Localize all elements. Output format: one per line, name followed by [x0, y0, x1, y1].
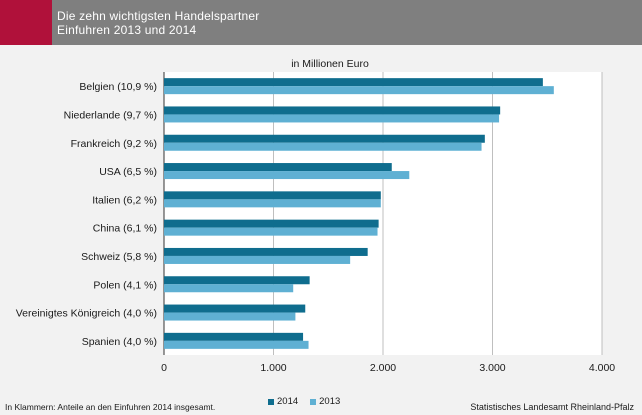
bar-2014	[164, 78, 543, 87]
bar-2013	[164, 86, 554, 95]
x-tick-label: 1.000	[260, 362, 286, 374]
bar-2013	[164, 284, 294, 293]
bar-2014	[164, 163, 392, 172]
header-accent	[0, 0, 52, 45]
bar-2014	[164, 219, 379, 228]
unit-label: in Millionen Euro	[291, 58, 369, 70]
category-label: Niederlande (9,7 %)	[64, 109, 157, 121]
legend-item-2013: 2013	[310, 396, 340, 407]
category-label: Frankreich (9,2 %)	[71, 138, 157, 150]
header-bar: Die zehn wichtigsten Handelspartner Einf…	[0, 0, 642, 45]
category-label: USA (6,5 %)	[99, 166, 157, 178]
bar-2013	[164, 171, 410, 180]
category-label: Spanien (4,0 %)	[82, 336, 157, 348]
bar-2014	[164, 134, 485, 143]
source-credit: Statistisches Landesamt Rheinland-Pfalz	[470, 402, 634, 412]
legend-swatch-2013	[310, 398, 317, 405]
category-label: Italien (6,2 %)	[92, 194, 157, 206]
bar-2014	[164, 247, 368, 256]
bar-2014	[164, 304, 306, 313]
bar-2013	[164, 312, 296, 321]
legend: 2014 2013	[268, 396, 352, 407]
bar-2014	[164, 191, 381, 200]
legend-swatch-2014	[268, 398, 274, 405]
category-label: China (6,1 %)	[93, 223, 157, 235]
bar-2014	[164, 106, 501, 115]
legend-item-2014: 2014	[268, 396, 298, 407]
x-tick-label: 3.000	[479, 362, 505, 374]
x-tick-label: 0	[161, 362, 167, 374]
title-line-2: Einfuhren 2013 und 2014	[57, 23, 197, 37]
bar-2014	[164, 332, 304, 341]
bar-2014	[164, 276, 310, 285]
title-line-1: Die zehn wichtigsten Handelspartner	[57, 9, 260, 23]
category-label: Schweiz (5,8 %)	[81, 251, 157, 263]
legend-label-2013: 2013	[319, 396, 341, 407]
legend-label-2014: 2014	[277, 396, 299, 407]
bar-2013	[164, 114, 500, 123]
x-tick-label: 2.000	[370, 362, 396, 374]
category-label: Belgien (10,9 %)	[79, 81, 157, 93]
category-label: Vereinigtes Königreich (4,0 %)	[16, 308, 157, 320]
bar-2013	[164, 199, 381, 208]
bar-2013	[164, 255, 351, 264]
x-tick-label: 4.000	[589, 362, 615, 374]
category-label: Polen (4,1 %)	[93, 279, 157, 291]
footnote: In Klammern: Anteile an den Einfuhren 20…	[5, 402, 216, 412]
bar-2013	[164, 142, 482, 151]
bar-2013	[164, 227, 378, 236]
bar-2013	[164, 340, 309, 349]
chart-title: Die zehn wichtigsten Handelspartner Einf…	[57, 9, 259, 37]
